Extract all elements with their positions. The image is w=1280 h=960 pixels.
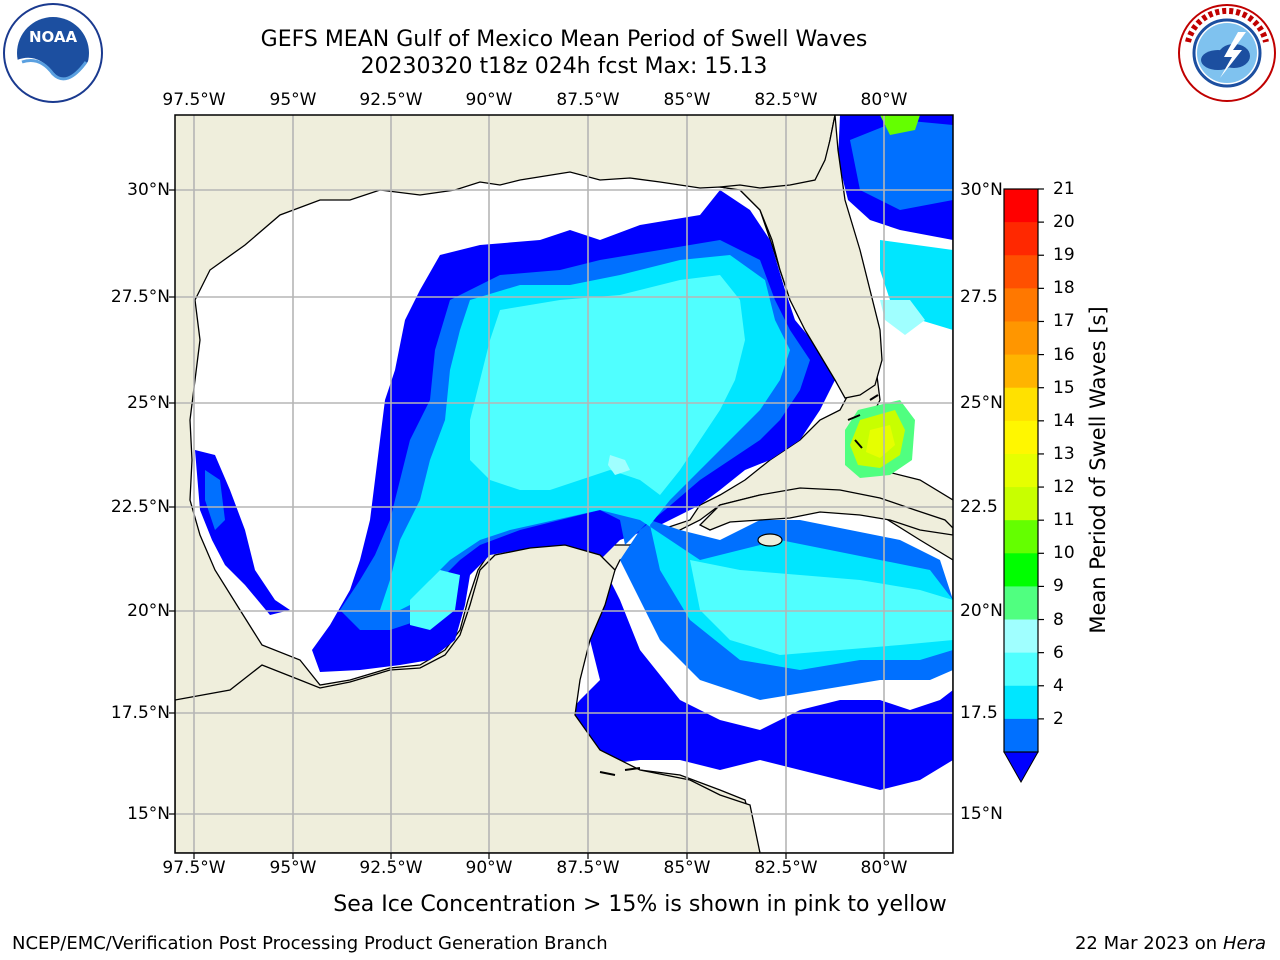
colorbar-tick-label: 17 [1053,311,1075,332]
chart-subtitle: 20230320 t18z 024h fcst Max: 15.13 [360,54,768,79]
colorbar-band [1004,255,1038,289]
colorbar-tick-label: 14 [1053,410,1075,431]
lat-tick-left: 17.5°N [110,703,170,723]
map-grid [175,115,953,853]
colorbar-band [1004,189,1038,223]
colorbar-band [1004,288,1038,322]
lat-tick-left: 30°N [127,180,170,200]
colorbar-band [1004,222,1038,256]
lat-tick-right: 30°N [960,180,1003,200]
colorbar [1003,188,1044,784]
colorbar-tick-label: 10 [1053,543,1075,564]
colorbar-band [1004,553,1038,587]
colorbar-tick-label: 21 [1053,179,1075,199]
nws-logo-icon [1178,4,1276,102]
sea-ice-footnote: Sea Ice Concentration > 15% is shown in … [333,892,947,917]
colorbar-band [1004,520,1038,554]
colorbar-extend-arrow [1003,751,1039,784]
colorbar-tick-label: 20 [1053,212,1075,233]
lat-tick-left: 27.5°N [110,287,170,307]
colorbar-band [1004,652,1038,687]
lat-tick-right: 17.5 [960,703,998,723]
lat-tick-right: 22.5 [960,497,998,517]
lon-tick-bottom: 80°W [860,858,908,878]
florida-land [719,115,883,399]
lon-tick-top: 90°W [465,90,513,110]
colorbar-band [1004,354,1038,389]
lat-tick-right: 15°N [960,804,1003,824]
cuba-land [698,487,953,536]
colorbar-tick-label: 18 [1053,278,1075,299]
colorbar-tick-label: 9 [1053,576,1064,597]
colorbar-tick-label: 15 [1053,377,1075,398]
chart-title: GEFS MEAN Gulf of Mexico Mean Period of … [260,27,868,52]
colorbar-tick-label: 6 [1053,642,1064,663]
lon-tick-top: 85°W [663,90,711,110]
lon-tick-bottom: 90°W [465,858,513,878]
svg-text:NOAA: NOAA [29,28,78,46]
lon-tick-top: 80°W [860,90,908,110]
colorbar-band [1004,321,1038,356]
lat-tick-right: 27.5 [960,287,998,307]
lon-tick-top: 87.5°W [556,90,620,110]
colorbar-tick-label: 13 [1053,443,1075,464]
colorbar-band [1004,387,1038,422]
colorbar-tick-label: 19 [1053,245,1075,266]
lon-tick-bottom: 92.5°W [359,858,423,878]
lat-tick-left: 25°N [127,393,170,413]
colorbar-band [1004,420,1038,455]
colorbar-band [1004,487,1038,521]
map-frame [174,114,954,854]
noaa-logo-icon: NOAA [3,3,103,103]
colorbar-band [1004,619,1038,654]
colorbar-tick-label: 4 [1053,675,1064,696]
yucatan-land [175,544,761,853]
lon-tick-bottom: 97.5°W [162,858,226,878]
swell-8-9s [470,275,745,495]
lat-tick-left: 22.5°N [110,497,170,517]
lat-tick-right: 20°N [960,601,1003,621]
lon-tick-top: 92.5°W [359,90,423,110]
lon-tick-top: 97.5°W [162,90,226,110]
run-date: 22 Mar 2023 on [1074,933,1218,954]
lon-tick-top: 95°W [269,90,317,110]
lat-tick-right: 25°N [960,393,1003,413]
lon-tick-bottom: 95°W [269,858,317,878]
lon-tick-bottom: 82.5°W [754,858,818,878]
lat-tick-left: 15°N [127,804,170,824]
producer-credit: NCEP/EMC/Verification Post Processing Pr… [12,933,608,954]
colorbar-band [1004,453,1038,488]
lon-tick-bottom: 85°W [663,858,711,878]
lon-tick-top: 82.5°W [754,90,818,110]
colorbar-band [1004,586,1038,621]
lon-tick-bottom: 87.5°W [556,858,620,878]
machine-name: Hera [1222,933,1266,954]
colorbar-tick-label: 8 [1053,609,1064,630]
lat-tick-left: 20°N [127,601,170,621]
colorbar-tick-label: 12 [1053,477,1075,498]
colorbar-band [1004,718,1038,753]
colorbar-tick-label: 16 [1053,344,1075,365]
colorbar-band [1004,685,1038,720]
colorbar-label: Mean Period of Swell Waves [s] [1086,306,1110,634]
colorbar-tick-label: 2 [1053,708,1064,729]
run-date-credit: 22 Mar 2023 on Hera [1075,933,1266,954]
colorbar-tick-label: 11 [1053,510,1075,531]
